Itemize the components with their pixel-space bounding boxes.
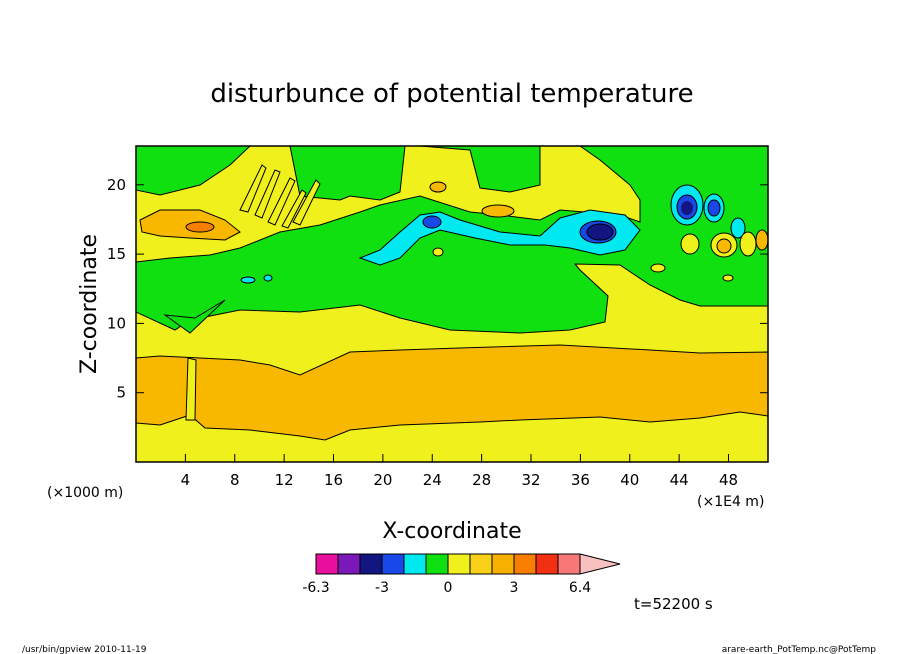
- colorbar: [315, 553, 621, 575]
- colorbar-swatch: [535, 553, 559, 575]
- contour-wave-warm: [755, 229, 768, 251]
- x-tick-label: 8: [230, 471, 240, 489]
- contour-wave-cold-inner: [707, 199, 721, 217]
- contour-band-orange: [136, 344, 768, 441]
- colorbar-swatch: [557, 553, 581, 575]
- colorbar-arrow: [579, 553, 621, 575]
- x-tick-label: 36: [571, 471, 590, 489]
- x-tick-label: 32: [521, 471, 540, 489]
- colorbar-swatch: [513, 553, 537, 575]
- colorbar-tick-label: -3: [375, 580, 389, 596]
- y-axis-label: Z-coordinate: [77, 234, 102, 374]
- contour-wave-cold: [730, 217, 746, 239]
- colorbar-swatch: [447, 553, 471, 575]
- contour-wave-warm: [722, 274, 734, 282]
- footer-left: /usr/bin/gpview 2010-11-19: [22, 645, 147, 654]
- contour-wave-warm-inner: [716, 238, 732, 254]
- x-tick-label: 44: [670, 471, 689, 489]
- colorbar-swatch: [425, 553, 449, 575]
- colorbar-swatch: [403, 553, 427, 575]
- x-tick-label: 12: [275, 471, 294, 489]
- y-tick-label: 15: [107, 245, 126, 263]
- colorbar-swatch: [491, 553, 515, 575]
- contour-split: [185, 357, 197, 421]
- contour-wave-warm: [739, 231, 757, 257]
- x-tick-label: 28: [472, 471, 491, 489]
- x-tick-label: 40: [620, 471, 639, 489]
- y-tick-label: 5: [116, 384, 126, 402]
- y-tick-label: 10: [107, 314, 126, 332]
- x-unit-left: (×1000 m): [47, 485, 123, 501]
- wave-streaks: [239, 164, 321, 229]
- contour-cold-blob: [422, 215, 442, 229]
- footer-right: arare-earth_PotTemp.nc@PotTemp: [722, 645, 877, 654]
- contour-green-wedge: [163, 299, 226, 334]
- x-tick-label: 4: [181, 471, 191, 489]
- colorbar-swatch: [359, 553, 383, 575]
- contour-cold-core-inner: [586, 223, 614, 241]
- colorbar-swatch: [469, 553, 493, 575]
- time-label: t=52200 s: [634, 595, 713, 613]
- colorbar-tick-labels: -6.3 -3 0 3 6.4: [302, 580, 591, 596]
- colorbar-swatch: [381, 553, 405, 575]
- colorbar-tick-label: -6.3: [302, 580, 329, 596]
- x-tick-label: 48: [719, 471, 738, 489]
- x-tick-label: 20: [373, 471, 392, 489]
- x-unit-right: (×1E4 m): [697, 494, 764, 510]
- colorbar-swatch: [337, 553, 361, 575]
- contour-orange-blob: [481, 204, 515, 218]
- contour-warm-core: [185, 221, 215, 233]
- contour-cold-blob: [263, 274, 273, 282]
- x-tick-label: 16: [324, 471, 343, 489]
- colorbar-tick-label: 0: [444, 580, 453, 596]
- contour-warm-blob: [432, 247, 444, 257]
- plot-frame: [135, 145, 769, 463]
- colorbar-tick-label: 6.4: [569, 580, 591, 596]
- y-axis-ticks: 5 10 15 20: [107, 176, 768, 402]
- contour-wave-warm: [680, 233, 700, 255]
- x-axis-ticks: 4 8 12 16 20 24 28 32 36 40 44 48: [181, 454, 738, 489]
- chart-title: disturbunce of potential temperature: [210, 79, 693, 109]
- colorbar-swatch: [315, 553, 339, 575]
- colorbar-tick-label: 3: [510, 580, 519, 596]
- contour-cold-blob: [240, 276, 256, 284]
- contour-wave-warm: [650, 263, 666, 273]
- x-axis-label: X-coordinate: [382, 519, 521, 544]
- plot-area: [136, 146, 768, 462]
- contour-orange-blob: [429, 181, 447, 193]
- y-tick-label: 20: [107, 176, 126, 194]
- x-tick-label: 24: [423, 471, 442, 489]
- contour-wave-cold-core: [681, 201, 693, 215]
